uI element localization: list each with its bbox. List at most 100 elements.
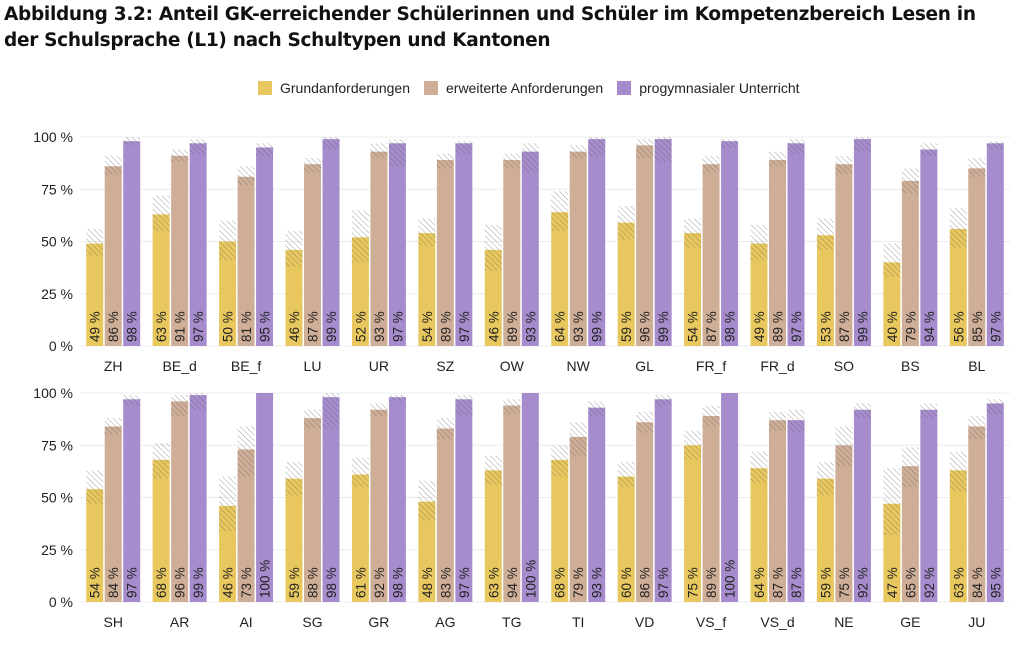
bar-value-label: 87 %: [771, 567, 786, 598]
x-category-label: NE: [834, 614, 853, 630]
bar-value-label: 97 %: [390, 311, 405, 342]
bar-value-label: 97 %: [656, 567, 671, 598]
confidence-interval: [104, 418, 122, 435]
bar: [351, 237, 369, 346]
bar-value-label: 94 %: [922, 311, 937, 342]
bar-value-label: 68 %: [553, 567, 568, 598]
bar: [787, 420, 805, 602]
bar-value-label: 54 %: [420, 311, 435, 342]
confidence-interval: [455, 395, 473, 416]
bar-value-label: 99 %: [855, 311, 870, 342]
confidence-interval: [521, 143, 539, 173]
bar: [853, 409, 871, 602]
bar-value-label: 73 %: [239, 567, 254, 598]
confidence-interval: [636, 139, 654, 158]
bar: [304, 418, 321, 602]
bar-value-label: 54 %: [88, 567, 103, 598]
confidence-interval: [883, 243, 901, 278]
bar: [569, 436, 587, 602]
bar: [285, 478, 303, 602]
bar: [351, 474, 369, 602]
bar-value-label: 59 %: [619, 311, 634, 342]
bar-value-label: 99 %: [191, 567, 206, 598]
confidence-interval: [484, 455, 502, 485]
bar-value-label: 87 %: [837, 311, 852, 342]
x-category-label: SZ: [436, 358, 454, 374]
bar-value-label: 87 %: [789, 567, 804, 598]
confidence-interval: [304, 409, 321, 429]
bar: [787, 143, 805, 346]
legend-label: erweiterte Anforderungen: [446, 80, 604, 96]
legend-item: Grundanforderungen: [258, 80, 410, 96]
bar: [883, 262, 901, 346]
confidence-interval: [883, 468, 901, 536]
confidence-interval: [152, 195, 170, 232]
bar: [104, 426, 122, 602]
bar-value-label: 97 %: [191, 311, 206, 342]
confidence-interval: [152, 443, 170, 479]
bar: [920, 409, 938, 602]
bar: [484, 249, 502, 346]
bar: [569, 151, 587, 346]
confidence-interval: [986, 399, 1004, 414]
bar: [322, 139, 340, 346]
legend-swatch: [258, 81, 272, 95]
bar-value-label: 87 %: [306, 311, 321, 342]
bar: [654, 399, 672, 602]
bar-value-label: 89 %: [505, 311, 520, 342]
bar-value-label: 40 %: [885, 311, 900, 342]
bar: [388, 143, 406, 346]
confidence-interval: [370, 143, 388, 158]
bar-value-label: 48 %: [420, 567, 435, 598]
bar: [551, 212, 569, 346]
bar-value-label: 96 %: [638, 311, 653, 342]
confidence-interval: [702, 405, 720, 427]
y-tick-label: 75 %: [41, 437, 73, 453]
bar: [418, 233, 436, 346]
bar-value-label: 54 %: [686, 311, 701, 342]
legend-item: erweiterte Anforderungen: [424, 80, 603, 96]
confidence-interval: [503, 153, 521, 169]
legend-label: progymnasialer Unterricht: [639, 80, 800, 96]
bar-value-label: 84 %: [106, 567, 121, 598]
confidence-interval: [702, 155, 720, 173]
y-tick-label: 25 %: [41, 542, 73, 558]
confidence-interval: [684, 218, 702, 248]
bar: [455, 143, 473, 346]
confidence-interval: [285, 231, 303, 267]
bar-value-label: 63 %: [486, 567, 501, 598]
confidence-interval: [171, 395, 189, 416]
confidence-interval: [654, 395, 672, 406]
confidence-interval: [569, 145, 587, 158]
bar: [418, 501, 436, 602]
bar: [835, 445, 853, 602]
confidence-interval: [388, 139, 406, 167]
bar-value-label: 81 %: [239, 311, 254, 342]
bar-value-label: 92 %: [855, 567, 870, 598]
x-category-label: VD: [635, 614, 654, 630]
legend-swatch: [617, 81, 632, 95]
bar-value-label: 86 %: [638, 567, 653, 598]
bar: [654, 139, 672, 346]
bar-value-label: 56 %: [951, 311, 966, 342]
confidence-interval: [237, 426, 255, 477]
bar: [986, 143, 1004, 346]
bar: [769, 159, 786, 346]
confidence-interval: [588, 401, 606, 416]
x-category-label: SH: [103, 614, 122, 630]
bar: [370, 409, 388, 602]
bar: [503, 159, 521, 346]
x-category-label: TG: [502, 614, 521, 630]
bar: [152, 214, 170, 346]
confidence-interval: [636, 411, 654, 433]
confidence-interval: [617, 205, 635, 240]
bar: [769, 420, 786, 602]
confidence-interval: [322, 393, 340, 429]
bar: [684, 445, 702, 602]
bar: [750, 468, 768, 602]
confidence-interval: [256, 143, 274, 156]
x-category-label: AI: [239, 614, 252, 630]
bar: [986, 403, 1004, 602]
bar-value-label: 83 %: [438, 567, 453, 598]
